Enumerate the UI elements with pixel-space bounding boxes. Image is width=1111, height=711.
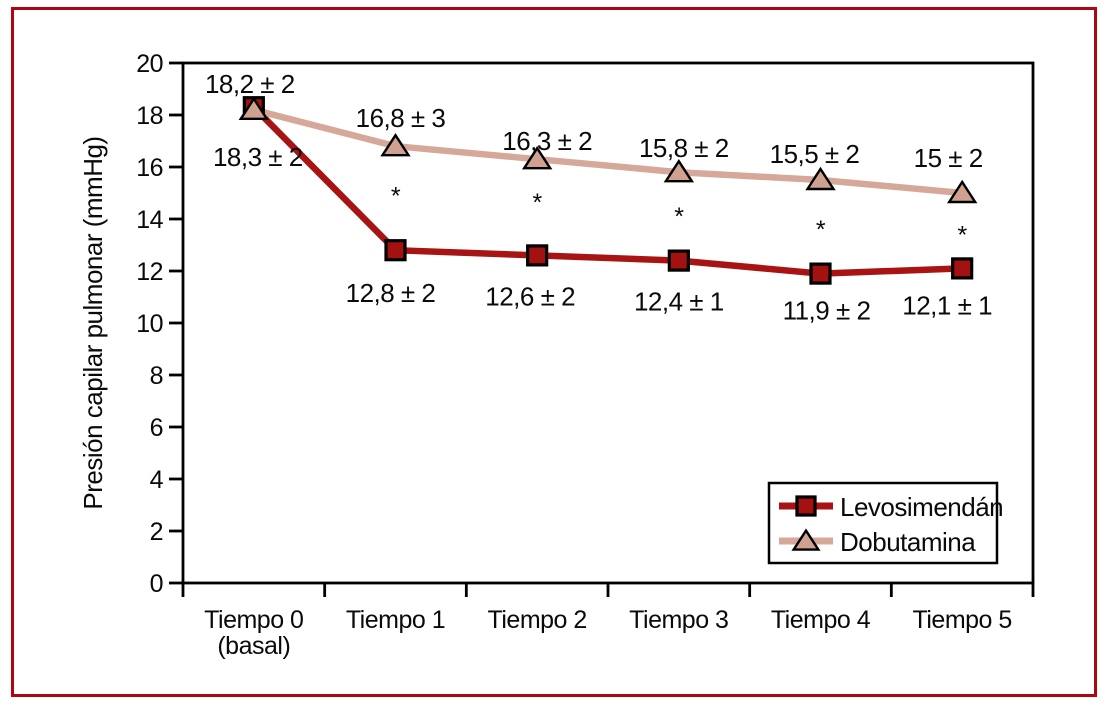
y-tick-label: 20: [136, 50, 163, 78]
data-point-marker-levosimendan: [667, 249, 690, 272]
data-point-label: 12,1 ± 1: [902, 290, 992, 320]
data-point-marker-dobutamina: [380, 132, 411, 157]
y-tick-label: 8: [150, 362, 163, 390]
x-tick-label: Tiempo 3: [629, 606, 728, 634]
series-line-dobutamina: [253, 106, 963, 197]
y-tick-label: 4: [150, 466, 164, 494]
data-point-marker-dobutamina: [663, 158, 695, 183]
data-point-label: 16,3 ± 2: [502, 126, 592, 156]
data-point-marker-dobutamina: [238, 96, 270, 120]
y-tick-label: 12: [136, 258, 163, 286]
y-tick-label: 10: [136, 310, 163, 338]
data-point-label: 15 ± 2: [914, 143, 983, 173]
data-point-marker-dobutamina: [805, 166, 836, 191]
legend-label-levosimendan: Levosimendán: [840, 492, 1003, 522]
data-point-marker-dobutamina: [791, 528, 821, 551]
series-line-levosimendan: [251, 104, 963, 277]
data-point-label: 18,2 ± 2: [205, 69, 295, 99]
figure-border: [11, 7, 1097, 697]
y-tick-label: 16: [136, 154, 163, 182]
data-point-marker-dobutamina: [521, 145, 553, 170]
y-tick-label: 6: [150, 414, 163, 442]
x-tick-label: Tiempo 2: [488, 606, 587, 634]
significance-asterisk: *: [391, 182, 401, 210]
data-point-label: 12,6 ± 2: [485, 281, 575, 311]
data-point-label: 15,8 ± 2: [639, 133, 729, 163]
y-tick-label: 0: [150, 570, 163, 598]
y-tick-label: 18: [136, 102, 163, 130]
data-point-marker-levosimendan: [951, 257, 974, 280]
data-point-label: 16,8 ± 3: [356, 103, 446, 133]
data-point-marker-levosimendan: [809, 262, 832, 285]
data-point-label: 15,5 ± 2: [770, 139, 860, 169]
significance-asterisk: *: [816, 216, 826, 244]
data-point-label: 18,3 ± 2: [213, 142, 303, 172]
y-tick-label: 14: [136, 206, 163, 234]
x-tick-label: Tiempo 4: [771, 606, 871, 634]
significance-asterisk: *: [674, 203, 684, 231]
y-axis-title: Presión capilar pulmonar (mmHg): [78, 136, 108, 509]
data-point-marker-dobutamina: [946, 179, 978, 204]
x-tick-label: Tiempo 1: [346, 606, 445, 634]
y-tick-label: 2: [150, 518, 163, 546]
data-point-label: 12,4 ± 1: [634, 287, 724, 317]
data-point-marker-levosimendan: [795, 495, 817, 517]
data-point-label: 11,9 ± 2: [783, 296, 871, 326]
x-tick-label: Tiempo 0: [204, 606, 303, 634]
x-tick-label: Tiempo 5: [913, 606, 1012, 634]
data-point-marker-levosimendan: [526, 244, 549, 267]
x-tick-label: (basal): [217, 632, 290, 660]
data-point-label: 12,8 ± 2: [346, 278, 436, 308]
data-point-marker-levosimendan: [384, 239, 407, 262]
legend-label-dobutamina: Dobutamina: [840, 527, 976, 557]
significance-asterisk: *: [533, 189, 543, 217]
significance-asterisk: *: [958, 221, 968, 249]
